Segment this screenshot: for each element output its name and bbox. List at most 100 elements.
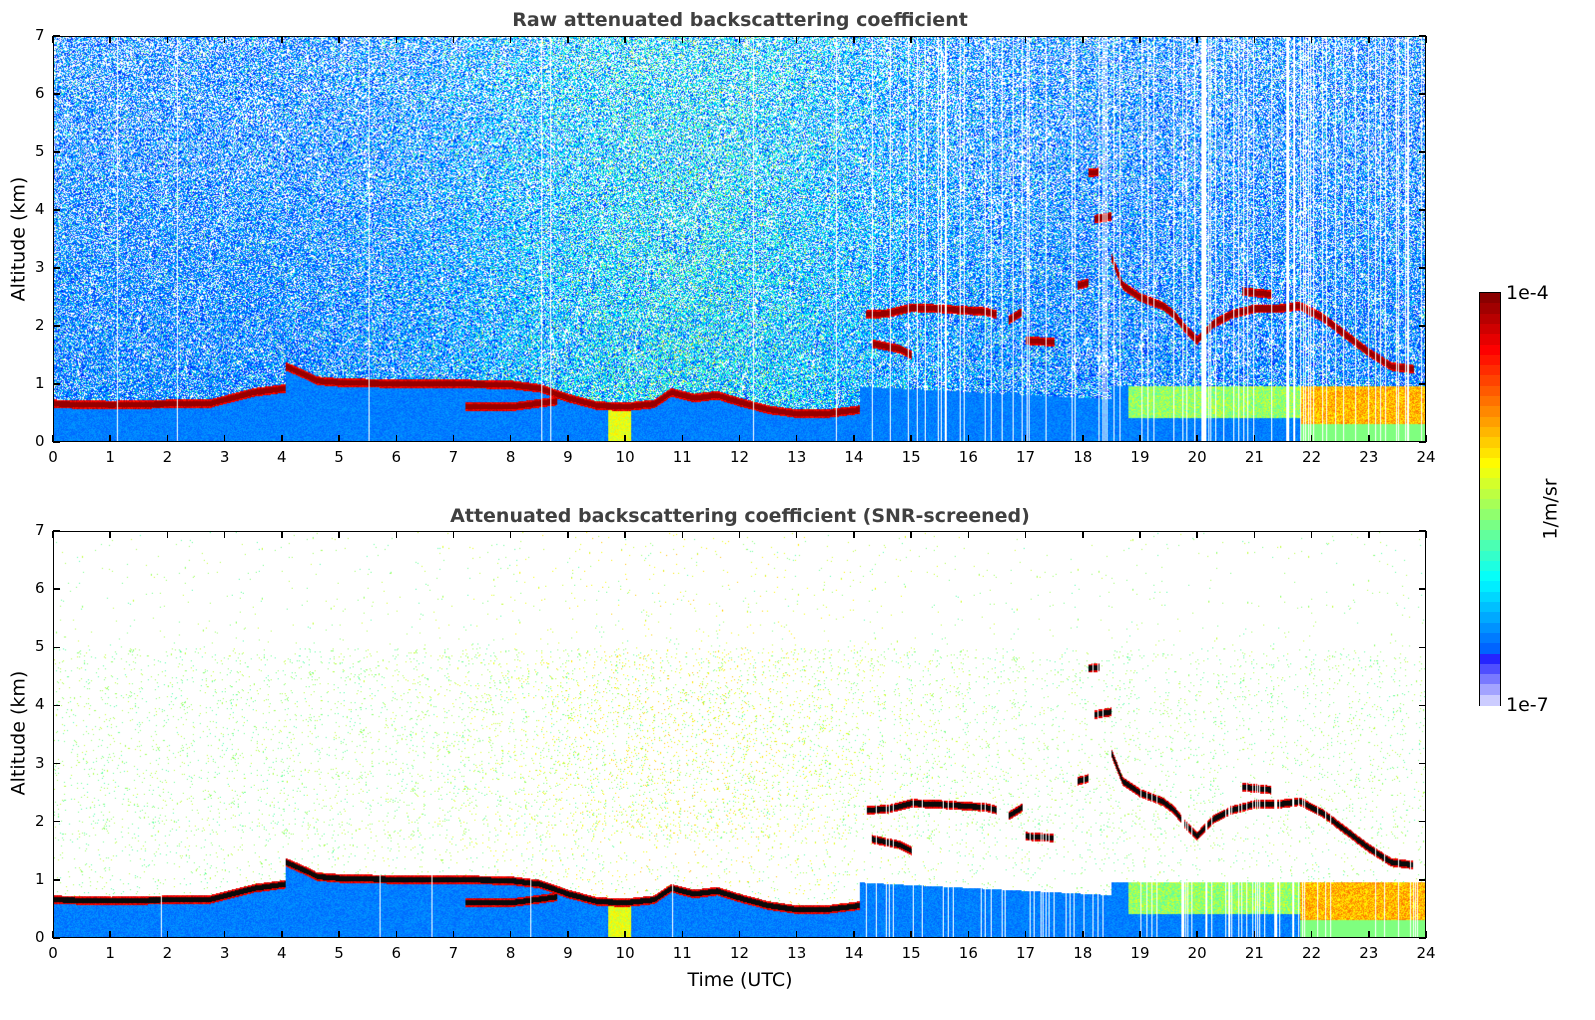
x-tick: [1310, 435, 1313, 442]
x-tick: [853, 931, 855, 938]
x-tick: [1425, 531, 1427, 538]
x-tick: [223, 531, 226, 538]
colorbar-segment: [1480, 293, 1500, 305]
y-tick-label: 2: [35, 811, 45, 830]
y-tick: [53, 704, 60, 707]
x-tick: [910, 531, 912, 538]
y-tick-label: 7: [35, 521, 45, 539]
x-tick: [738, 435, 741, 442]
x-tick-label: 17: [1015, 944, 1036, 962]
x-tick: [452, 531, 455, 538]
colorbar-segment: [1480, 447, 1500, 460]
colorbar-segment: [1480, 560, 1500, 573]
x-tick-label: 12: [729, 448, 750, 466]
x-tick: [624, 435, 626, 442]
plot1-heatmap: [54, 37, 1425, 441]
x-tick-label: 2: [162, 448, 173, 466]
y-tick: [53, 937, 60, 939]
x-tick: [1139, 435, 1141, 442]
x-tick-label: 19: [1130, 944, 1150, 962]
x-tick: [1082, 531, 1084, 538]
x-tick: [509, 531, 512, 538]
y-tick-label: 5: [35, 142, 45, 160]
x-tick: [1024, 931, 1027, 938]
y-tick: [53, 879, 60, 881]
y-tick-label: 5: [35, 637, 45, 656]
colorbar-segment: [1480, 663, 1500, 676]
x-tick: [1139, 931, 1141, 938]
x-tick: [624, 531, 626, 538]
x-tick: [1139, 531, 1141, 538]
x-tick: [395, 531, 397, 538]
x-tick: [1368, 531, 1370, 538]
x-tick: [967, 435, 970, 442]
x-tick: [795, 435, 798, 442]
colorbar-segment: [1480, 632, 1500, 645]
x-tick-label: 13: [787, 448, 807, 466]
x-tick: [223, 931, 226, 938]
x-tick: [681, 36, 684, 43]
y-tick: [1419, 441, 1426, 443]
x-tick-label: 5: [334, 448, 344, 466]
colorbar-segment: [1480, 488, 1500, 501]
colorbar-segment: [1480, 674, 1500, 686]
y-tick: [1419, 762, 1426, 765]
x-tick: [853, 435, 855, 442]
colorbar-segment: [1480, 550, 1500, 563]
x-tick: [223, 435, 226, 442]
colorbar-segment: [1480, 334, 1500, 346]
y-tick: [1419, 209, 1426, 211]
y-tick: [53, 151, 60, 153]
x-tick: [738, 36, 741, 43]
x-tick: [624, 931, 626, 938]
colorbar-segment: [1480, 602, 1500, 614]
x-tick: [1253, 435, 1256, 442]
colorbar-segment: [1480, 365, 1500, 377]
x-tick-label: 2: [162, 944, 173, 962]
x-tick-label: 0: [48, 944, 58, 962]
y-tick: [53, 93, 60, 95]
x-tick: [1253, 931, 1256, 938]
y-tick: [53, 267, 60, 269]
x-tick-label: 1: [105, 448, 115, 466]
x-tick-label: 11: [672, 448, 692, 466]
x-tick: [109, 931, 111, 938]
x-tick: [1368, 435, 1370, 442]
y-tick: [53, 441, 60, 443]
x-tick: [1024, 36, 1027, 43]
x-tick: [1425, 931, 1427, 938]
x-tick-label: 18: [1073, 448, 1093, 466]
colorbar-segment: [1480, 571, 1500, 583]
y-tick-label: 1: [35, 869, 45, 888]
y-tick: [1419, 530, 1426, 532]
x-tick-label: 9: [563, 944, 573, 962]
x-tick-label: 22: [1302, 448, 1322, 466]
colorbar-segment: [1480, 622, 1500, 635]
y-tick-label: 0: [35, 928, 45, 946]
x-tick: [1368, 36, 1370, 43]
y-tick-label: 0: [35, 432, 45, 450]
colorbar-unit-label: 1/m/sr: [1539, 478, 1562, 540]
x-tick: [52, 531, 54, 538]
x-tick: [52, 931, 54, 938]
y-tick-label: 3: [35, 258, 45, 276]
x-tick: [738, 531, 741, 538]
x-tick: [109, 36, 111, 43]
x-tick-label: 17: [1015, 448, 1036, 466]
colorbar-segment: [1480, 385, 1500, 398]
x-tick-label: 3: [219, 944, 230, 962]
x-tick: [1310, 931, 1313, 938]
x-tick: [1024, 435, 1027, 442]
x-tick: [281, 435, 283, 442]
colorbar-segment: [1480, 313, 1500, 326]
x-tick-label: 23: [1359, 448, 1379, 466]
x-tick: [681, 531, 684, 538]
x-tick: [1425, 435, 1427, 442]
x-tick: [1082, 36, 1084, 43]
colorbar-segment: [1480, 344, 1500, 357]
x-tick: [1425, 36, 1427, 43]
colorbar-segment: [1480, 375, 1500, 387]
plot2-xlabel: Time (UTC): [687, 969, 793, 991]
x-tick: [1082, 931, 1084, 938]
y-tick: [53, 588, 60, 590]
